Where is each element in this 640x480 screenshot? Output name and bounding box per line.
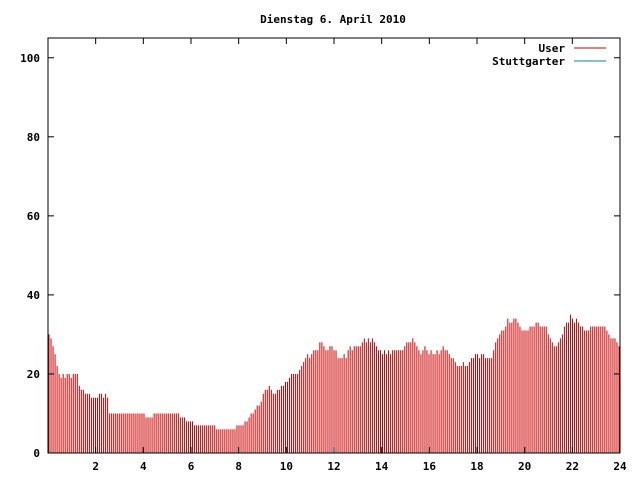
x-tick-label-4: 4: [140, 460, 147, 473]
y-tick-label-40: 40: [27, 289, 40, 302]
y-tick-label-80: 80: [27, 131, 40, 144]
x-tick-label-20: 20: [518, 460, 531, 473]
y-tick-label-100: 100: [20, 52, 40, 65]
chart-title: Dienstag 6. April 2010: [260, 13, 406, 26]
x-tick-label-10: 10: [280, 460, 293, 473]
x-tick-label-8: 8: [235, 460, 242, 473]
x-tick-label-6: 6: [188, 460, 195, 473]
x-tick-label-16: 16: [423, 460, 437, 473]
x-tick-label-12: 12: [327, 460, 340, 473]
bars-group: [48, 314, 620, 453]
y-tick-label-0: 0: [33, 447, 40, 460]
x-tick-label-22: 22: [566, 460, 579, 473]
legend-label-user: User: [539, 42, 566, 55]
y-tick-label-20: 20: [27, 368, 40, 381]
y-tick-label-60: 60: [27, 210, 40, 223]
x-tick-label-2: 2: [92, 460, 99, 473]
x-tick-label-14: 14: [375, 460, 389, 473]
x-tick-label-18: 18: [470, 460, 483, 473]
x-tick-label-24: 24: [613, 460, 627, 473]
legend-label-stuttgarter: Stuttgarter: [492, 55, 565, 68]
